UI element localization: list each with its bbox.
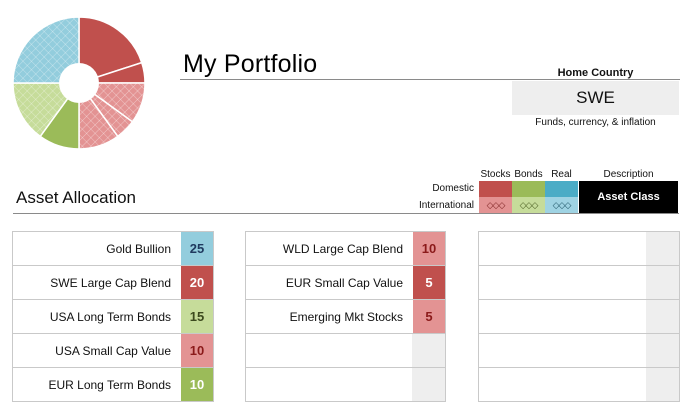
swatch-stocks-domestic (479, 181, 512, 197)
table-row[interactable]: USA Small Cap Value 10 (13, 334, 213, 368)
swatch-bonds-domestic (512, 181, 545, 197)
holding-weight (646, 266, 679, 299)
holding-weight (646, 232, 679, 265)
holding-name: SWE Large Cap Blend (50, 275, 171, 290)
asset-allocation-title: Asset Allocation (16, 188, 137, 207)
swatch-bonds-international: ◇◇◇ (512, 197, 545, 213)
table-row[interactable]: EUR Small Cap Value 5 (246, 266, 445, 300)
pie-slice-hatch (13, 83, 79, 137)
table-row[interactable]: WLD Large Cap Blend 10 (246, 232, 445, 266)
asset-class-label: Asset Class (579, 181, 678, 213)
swatch-real-international: ◇◇◇ (545, 197, 578, 213)
table-row[interactable] (479, 232, 679, 266)
pie-slice-hatch (13, 17, 79, 83)
pie-slice (78, 16, 143, 85)
swatch-stocks-international: ◇◇◇ (479, 197, 512, 213)
asset-allocation-divider (13, 213, 679, 214)
holding-weight (412, 334, 445, 367)
table-row[interactable] (479, 368, 679, 401)
holding-weight: 10 (413, 232, 445, 265)
holding-weight: 10 (181, 368, 213, 401)
table-row[interactable]: Gold Bullion 25 (13, 232, 213, 266)
holding-name: USA Small Cap Value (55, 343, 171, 358)
table-row[interactable] (479, 334, 679, 368)
holding-weight: 5 (413, 266, 445, 299)
legend-row-domestic: Domestic (432, 183, 474, 194)
table-row[interactable]: USA Long Term Bonds 15 (13, 300, 213, 334)
pie-center-hole (59, 63, 99, 103)
legend-col-description: Description (603, 169, 654, 180)
allocation-pie-chart (12, 16, 146, 150)
home-country-subtitle: Funds, currency, & inflation (535, 117, 656, 128)
holding-weight (646, 300, 679, 333)
holding-weight: 25 (181, 232, 213, 265)
holding-name (246, 334, 412, 367)
title-divider (180, 79, 680, 80)
page-title: My Portfolio (183, 50, 318, 78)
legend-col-stocks: Stocks (480, 169, 511, 180)
table-row[interactable]: EUR Long Term Bonds 10 (13, 368, 213, 401)
table-row[interactable] (479, 266, 679, 300)
holding-name: EUR Small Cap Value (285, 275, 403, 290)
holdings-table-3 (478, 231, 680, 402)
swatch-real-domestic (545, 181, 578, 197)
holding-weight: 10 (181, 334, 213, 367)
holding-name (246, 368, 412, 401)
holding-weight: 15 (181, 300, 213, 333)
holding-weight: 5 (413, 300, 445, 333)
holding-name (479, 334, 646, 367)
table-row[interactable] (479, 300, 679, 334)
holding-name: Gold Bullion (106, 241, 171, 256)
holding-name: EUR Long Term Bonds (48, 377, 171, 392)
holding-name (479, 300, 646, 333)
holdings-table-1: Gold Bullion 25 SWE Large Cap Blend 20 USA… (12, 231, 214, 402)
home-country-value: SWE (576, 88, 615, 107)
holding-name (479, 266, 646, 299)
legend-col-bonds: Bonds (514, 169, 543, 180)
holding-name (479, 368, 646, 401)
holding-weight (646, 334, 679, 367)
holding-weight (646, 368, 679, 401)
holding-name: WLD Large Cap Blend (282, 241, 403, 256)
legend-col-real: Real (551, 169, 572, 180)
holding-name: USA Long Term Bonds (49, 309, 171, 324)
holding-weight (412, 368, 445, 401)
home-country-selector[interactable]: SWE (512, 81, 679, 115)
table-row[interactable] (246, 334, 445, 368)
home-country-label: Home Country (557, 67, 634, 79)
legend-row-international: International (418, 200, 474, 211)
table-row[interactable] (246, 368, 445, 401)
table-row[interactable]: Emerging Mkt Stocks 5 (246, 300, 445, 334)
table-row[interactable]: SWE Large Cap Blend 20 (13, 266, 213, 300)
holdings-table-2: WLD Large Cap Blend 10 EUR Small Cap Valu… (245, 231, 446, 402)
holding-weight: 20 (181, 266, 213, 299)
holding-name (479, 232, 646, 265)
holding-name: Emerging Mkt Stocks (289, 309, 403, 324)
